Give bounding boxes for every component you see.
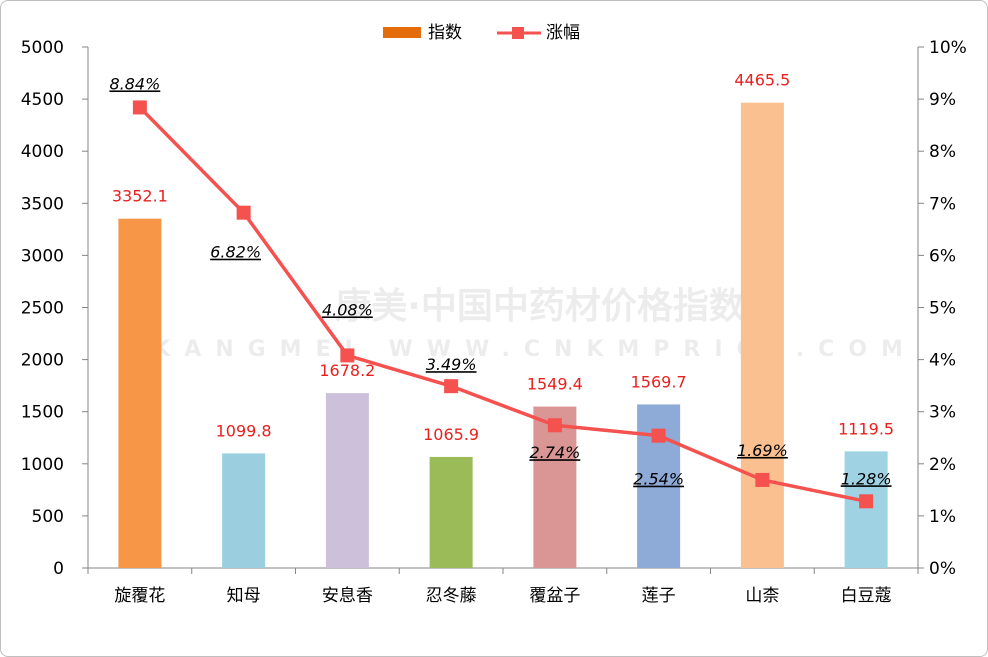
y-right-tick-label: 8% <box>929 142 956 162</box>
bar <box>118 218 162 568</box>
line-value-label: 3.49% <box>426 355 477 374</box>
bar-series <box>118 102 888 569</box>
bar <box>533 406 577 568</box>
y-right-tick-label: 9% <box>929 90 956 110</box>
y-left-tick-label: 4500 <box>21 90 64 110</box>
y-right-tick-label: 6% <box>929 246 956 266</box>
line-marker <box>236 205 251 220</box>
x-tick-label: 白豆蔻 <box>841 586 892 606</box>
line-marker <box>340 348 355 363</box>
legend: 指数 涨幅 <box>383 23 580 43</box>
line-value-label: 1.28% <box>841 469 892 488</box>
line-marker <box>859 494 874 509</box>
line-marker <box>132 100 147 115</box>
y-left-tick-label: 2000 <box>21 351 64 371</box>
bar-value-label: 1549.4 <box>527 375 583 394</box>
bar-value-label: 3352.1 <box>112 187 168 206</box>
bar <box>844 451 888 568</box>
y-right-tick-label: 10% <box>929 38 967 58</box>
y-right-tick-label: 3% <box>929 403 956 423</box>
watermark: 康美·中国中药材价格指数 KANGMEI WWW.CNKMPRICE.COM <box>153 285 917 362</box>
y-right-tick-label: 5% <box>929 299 956 319</box>
y-right-tick-label: 4% <box>929 351 956 371</box>
bar-value-label: 1065.9 <box>423 425 479 444</box>
line-value-label: 1.69% <box>737 441 788 460</box>
line-marker <box>444 379 459 394</box>
bar-value-label: 1569.7 <box>631 372 687 391</box>
y-left-tick-label: 2500 <box>21 299 64 319</box>
line-marker <box>547 418 562 433</box>
x-tick-label: 知母 <box>227 586 261 606</box>
x-tick-label: 忍冬藤 <box>426 586 477 606</box>
axes: 0 500 1000 1500 2000 2500 3000 3500 4000 4500 5000… <box>21 38 967 606</box>
bar <box>740 102 784 569</box>
y-left-tick-label: 0 <box>53 559 64 579</box>
watermark-line2: KANGMEI WWW.CNKMPRICE.COM <box>153 337 917 362</box>
bar-value-label: 1099.8 <box>216 421 272 440</box>
x-tick-label: 旋覆花 <box>114 586 165 606</box>
legend-line-marker <box>512 27 524 39</box>
line-marker <box>755 472 770 487</box>
line-value-label: 4.08% <box>322 300 373 319</box>
bar-value-label: 1678.2 <box>319 361 375 380</box>
y-right-tick-label: 2% <box>929 455 956 475</box>
x-tick-label: 莲子 <box>642 586 676 606</box>
bar <box>429 456 473 568</box>
y-left-tick-label: 4000 <box>21 142 64 162</box>
line-marker <box>651 428 666 443</box>
data-labels: 3352.1 1099.8 1678.2 1065.9 1549.4 1569.7 4465… <box>109 71 894 489</box>
bar-value-label: 1119.5 <box>838 419 894 438</box>
legend-line-label: 涨幅 <box>546 23 580 43</box>
y-left-tick-label: 3000 <box>21 246 64 266</box>
y-left-tick-label: 500 <box>32 507 64 527</box>
x-tick-label: 覆盆子 <box>529 586 580 606</box>
bar-value-label: 4465.5 <box>734 71 790 90</box>
legend-bar-label: 指数 <box>428 23 462 43</box>
line-value-label: 2.54% <box>633 470 684 489</box>
line-value-label: 8.84% <box>109 74 160 93</box>
line-path <box>138 106 867 504</box>
legend-bar-swatch <box>383 27 421 38</box>
bar <box>325 393 369 568</box>
line-value-label: 2.74% <box>529 443 580 462</box>
y-left-tick-label: 3500 <box>21 194 64 214</box>
bar <box>222 453 266 568</box>
watermark-line1: 康美·中国中药材价格指数 <box>335 285 745 327</box>
y-right-tick-label: 0% <box>929 559 956 579</box>
line-series <box>132 100 874 509</box>
x-tick-label: 山柰 <box>745 586 779 606</box>
y-right-tick-label: 7% <box>929 194 956 214</box>
y-right-tick-label: 1% <box>929 507 956 527</box>
y-left-tick-label: 1000 <box>21 455 64 475</box>
line-value-label: 6.82% <box>210 243 261 262</box>
y-left-tick-label: 5000 <box>21 38 64 58</box>
x-tick-label: 安息香 <box>322 586 373 606</box>
y-left-tick-label: 1500 <box>21 403 64 423</box>
